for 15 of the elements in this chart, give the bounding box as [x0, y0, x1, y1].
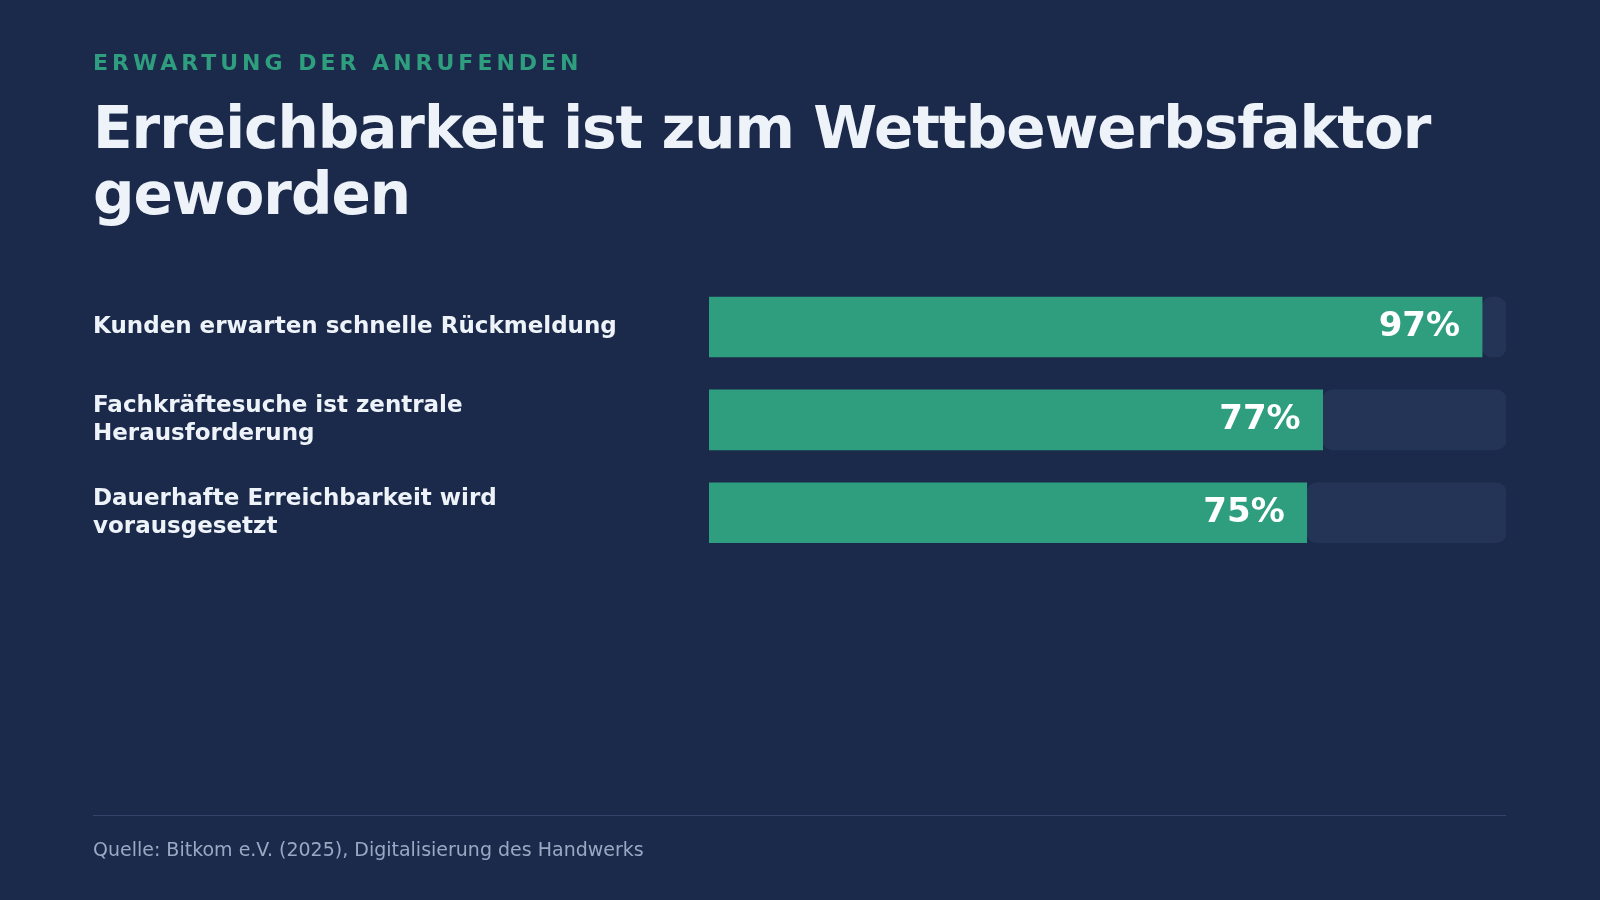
- bar: [709, 296, 1483, 358]
- chart-title: Erreichbarkeit ist zum Wettbewerbsfaktor geworden: [93, 94, 1433, 228]
- data-label: 97%: [1378, 303, 1461, 344]
- data-label: 77%: [1219, 396, 1301, 437]
- y-tick-label: Fachkräftesuche ist zentrale Herausforderung: [93, 391, 463, 445]
- bar: [1322, 389, 1506, 451]
- data-label: 75%: [1203, 489, 1285, 530]
- bar: [709, 482, 1308, 544]
- bar: [709, 389, 1324, 451]
- y-tick-label: Dauerhafte Erreichbarkeit wird vorausgesetzt: [93, 483, 497, 538]
- text: ERWARTUNG DER ANRUFENDEN: [93, 50, 583, 75]
- bar: [1306, 482, 1506, 544]
- y-tick-label: Kunden erwarten schnelle Rückmeldung: [93, 312, 617, 338]
- bar: [1481, 296, 1506, 358]
- source-note: Quelle: Bitkom e.V. (2025), Digitalisierung des Handwerks: [93, 838, 644, 860]
